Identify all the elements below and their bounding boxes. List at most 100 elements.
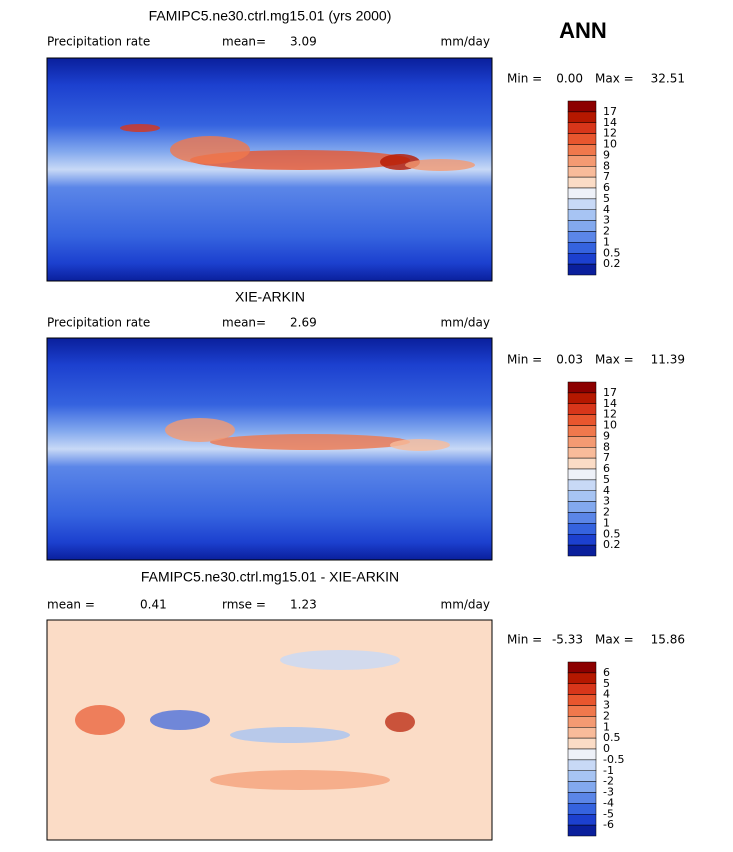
colorbar-label: 0.5 [603, 246, 621, 259]
colorbar-label: 9 [603, 148, 610, 161]
colorbar-label: 8 [603, 159, 610, 172]
colorbar-label: 1 [603, 720, 610, 733]
colorbar-box [567, 231, 597, 243]
colorbar-label: 1 [603, 516, 610, 529]
colorbar-box [567, 176, 597, 189]
min-value: 0.03 [556, 353, 583, 367]
colorbar-box [567, 392, 597, 404]
colorbar-label: -4 [603, 796, 614, 809]
colorbar-label: 2 [603, 506, 610, 519]
colorbar-box [567, 263, 597, 276]
colorbar-box [567, 220, 597, 232]
stat-label: mean = [47, 598, 95, 612]
colorbar-label: 10 [603, 419, 617, 432]
colorbar-box [567, 534, 597, 546]
min-label: Min = [507, 633, 542, 647]
max-value: 15.86 [651, 633, 685, 647]
colorbar-box [567, 122, 597, 134]
colorbar-label: 17 [603, 105, 617, 118]
units: mm/day [441, 598, 491, 612]
colorbar-label: 2 [603, 709, 610, 722]
colorbar-box [567, 727, 597, 739]
colorbar-box [567, 414, 597, 426]
colorbar-label: 8 [603, 440, 610, 453]
colorbar-box [567, 683, 597, 695]
colorbar-label: 4 [603, 484, 610, 497]
colorbar-box [567, 166, 597, 178]
colorbar-box [567, 242, 597, 254]
colorbar-box [567, 403, 597, 415]
colorbar-box [567, 781, 597, 793]
colorbar-box [567, 253, 597, 265]
colorbar-box [567, 672, 597, 684]
colorbar-box [567, 447, 597, 459]
colorbar-label: 0.2 [603, 257, 621, 270]
colorbar-box [567, 814, 597, 826]
max-label: Max = [595, 72, 634, 86]
colorbar-label: 12 [603, 127, 617, 140]
max-value: 32.51 [651, 72, 685, 86]
panel-title: FAMIPC5.ne30.ctrl.mg15.01 - XIE-ARKIN [141, 569, 399, 585]
colorbar-label: 5 [603, 473, 610, 486]
colorbar-box [567, 803, 597, 815]
min-label: Min = [507, 353, 542, 367]
colorbar-box [567, 187, 597, 200]
colorbar-label: 9 [603, 429, 610, 442]
colorbar-label: 4 [603, 688, 610, 701]
max-value: 11.39 [651, 353, 685, 367]
colorbar-label: 0.5 [603, 731, 621, 744]
colorbar-label: -3 [603, 786, 614, 799]
colorbar-label: 5 [603, 677, 610, 690]
stat-label: Precipitation rate [47, 35, 150, 49]
colorbar-box [567, 501, 597, 513]
units: mm/day [441, 35, 491, 49]
colorbar-box [567, 737, 597, 750]
colorbar-box [567, 705, 597, 717]
colorbar-box [567, 759, 597, 771]
stat-value: 1.23 [290, 598, 317, 612]
colorbar-label: 0.5 [603, 527, 621, 540]
colorbar-box [567, 490, 597, 502]
colorbar-box [567, 694, 597, 706]
stat-label: Precipitation rate [47, 316, 150, 330]
colorbar-box [567, 436, 597, 448]
colorbar-label: 7 [603, 170, 610, 183]
stat-label: mean= [222, 35, 266, 49]
stat-value: 2.69 [290, 316, 317, 330]
colorbar-box [567, 198, 597, 210]
colorbar-box [567, 792, 597, 804]
colorbar-box [567, 381, 597, 394]
colorbar-label: 0.2 [603, 538, 621, 551]
colorbar-box [567, 512, 597, 524]
colorbar-label: 3 [603, 214, 610, 227]
stat-label: mean= [222, 316, 266, 330]
colorbar-label: -6 [603, 818, 614, 831]
colorbar-label: 12 [603, 408, 617, 421]
colorbar-box [567, 457, 597, 470]
colorbar-label: 3 [603, 699, 610, 712]
colorbar-label: 2 [603, 225, 610, 238]
colorbar-label: 5 [603, 192, 610, 205]
colorbar-label: 6 [603, 181, 610, 194]
colorbar-box [567, 479, 597, 491]
colorbar-box [567, 133, 597, 145]
colorbar-label: 14 [603, 116, 617, 129]
colorbar-label: 17 [603, 386, 617, 399]
colorbar-box [567, 824, 597, 837]
max-label: Max = [595, 353, 634, 367]
colorbar-box [567, 661, 597, 674]
season-label: ANN [559, 18, 607, 43]
colorbar-label: -1 [603, 764, 614, 777]
map [46, 337, 493, 561]
colorbar-box [567, 748, 597, 761]
colorbar-label: 1 [603, 235, 610, 248]
colorbar-label: -2 [603, 775, 614, 788]
stat-label: rmse = [222, 598, 266, 612]
colorbar-box [567, 523, 597, 535]
colorbar-label: -5 [603, 807, 614, 820]
colorbar-box [567, 468, 597, 481]
colorbar-box [567, 144, 597, 156]
min-value: 0.00 [556, 72, 583, 86]
